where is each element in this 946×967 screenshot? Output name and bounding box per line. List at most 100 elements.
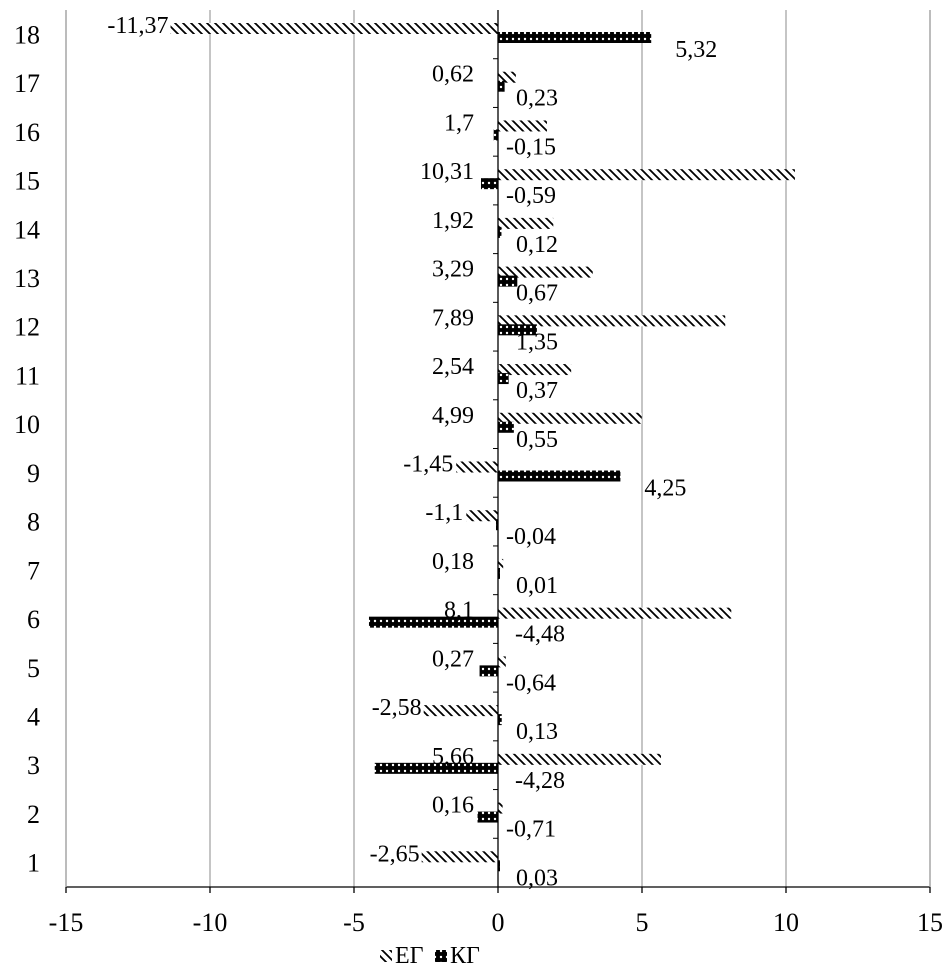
bar-eg bbox=[170, 23, 498, 34]
bar-kg bbox=[498, 470, 621, 482]
bar-kg bbox=[498, 373, 509, 385]
data-label-eg: 1,92 bbox=[432, 208, 474, 234]
bar-kg bbox=[374, 762, 498, 774]
bar-eg bbox=[498, 71, 516, 83]
data-label-kg: 0,67 bbox=[516, 281, 558, 307]
bar-kg bbox=[368, 616, 498, 628]
data-label-kg: 0,23 bbox=[516, 86, 558, 112]
data-label-eg: 7,89 bbox=[432, 305, 474, 331]
data-label-eg: -1,45 bbox=[403, 452, 453, 478]
y-tick-label: 4 bbox=[27, 702, 40, 731]
data-label-kg: -0,64 bbox=[506, 670, 556, 696]
bar-kg bbox=[498, 275, 518, 287]
data-label-eg: 4,99 bbox=[432, 403, 474, 429]
y-tick-label: 16 bbox=[14, 118, 40, 147]
data-label-kg: 0,37 bbox=[516, 378, 558, 404]
x-tick-label: -5 bbox=[343, 908, 365, 937]
y-tick-label: 12 bbox=[14, 313, 40, 342]
x-tick-label: 0 bbox=[492, 908, 505, 937]
data-label-eg: 0,16 bbox=[432, 793, 474, 819]
y-tick-label: 18 bbox=[14, 20, 40, 49]
data-label-kg: 0,13 bbox=[516, 719, 558, 745]
y-tick-label: 8 bbox=[27, 508, 40, 537]
x-tick-label: -15 bbox=[49, 908, 84, 937]
data-label-kg: -0,71 bbox=[506, 817, 556, 843]
y-tick-label: 17 bbox=[14, 69, 40, 98]
bar-eg bbox=[498, 753, 662, 765]
bar-eg bbox=[498, 315, 726, 327]
data-labels: -2,65 0,16 5,66 -2,58 0,27 8,1 0,18 -1,1 -1,45 4,… bbox=[107, 13, 717, 891]
bar-kg bbox=[481, 178, 498, 190]
y-tick-label: 13 bbox=[14, 264, 40, 293]
bar-eg bbox=[498, 802, 503, 814]
axes: -15 -10 -5 0 5 10 1512345678910111213141516171… bbox=[14, 10, 943, 937]
data-label-eg: 2,54 bbox=[432, 354, 474, 380]
bar-eg bbox=[423, 705, 498, 717]
data-label-eg: 0,18 bbox=[432, 549, 474, 575]
bar-eg bbox=[498, 412, 642, 424]
bar-eg bbox=[421, 851, 498, 863]
data-label-eg: -2,58 bbox=[372, 695, 422, 721]
bar-kg bbox=[498, 324, 537, 336]
legend-swatch-eg bbox=[380, 950, 392, 962]
data-label-kg: 1,35 bbox=[516, 329, 558, 355]
y-tick-label: 2 bbox=[27, 800, 40, 829]
bar-eg bbox=[498, 266, 593, 278]
data-label-kg: -0,04 bbox=[506, 524, 556, 550]
bar-eg bbox=[456, 461, 498, 473]
data-label-kg: -0,15 bbox=[506, 134, 556, 160]
data-label-eg: 3,29 bbox=[432, 257, 474, 283]
bar-kg bbox=[479, 665, 498, 677]
data-label-kg: 5,32 bbox=[675, 37, 717, 63]
data-label-kg: -4,28 bbox=[515, 768, 565, 794]
bar-kg bbox=[493, 129, 498, 141]
bar-kg bbox=[496, 519, 498, 531]
bar-eg bbox=[498, 607, 732, 619]
bar-eg bbox=[498, 656, 506, 668]
data-label-kg: -4,48 bbox=[515, 622, 565, 648]
x-tick-label: 10 bbox=[773, 908, 799, 937]
data-label-eg: 1,7 bbox=[444, 110, 474, 136]
legend-label-eg: ЕГ bbox=[395, 943, 424, 967]
y-tick-label: 7 bbox=[27, 556, 40, 585]
bar-eg bbox=[498, 120, 547, 132]
legend: ЕГ КГ bbox=[380, 943, 480, 967]
y-tick-label: 10 bbox=[14, 410, 40, 439]
bar-kg bbox=[498, 421, 514, 433]
bar-kg bbox=[498, 860, 500, 872]
legend-label-kg: КГ bbox=[450, 943, 480, 967]
legend-swatch-kg bbox=[435, 950, 447, 962]
bar-kg bbox=[498, 80, 505, 92]
y-tick-label: 3 bbox=[27, 751, 40, 780]
y-tick-label: 5 bbox=[27, 654, 40, 683]
y-tick-label: 11 bbox=[15, 361, 40, 390]
bar-kg bbox=[498, 714, 502, 726]
data-label-eg: -2,65 bbox=[370, 841, 420, 867]
x-tick-label: 5 bbox=[636, 908, 649, 937]
bars bbox=[170, 23, 795, 872]
bar-eg bbox=[498, 217, 554, 229]
y-tick-label: 9 bbox=[27, 459, 40, 488]
data-label-eg: -11,37 bbox=[107, 13, 168, 39]
data-label-kg: 0,12 bbox=[516, 232, 558, 258]
x-tick-label: 15 bbox=[917, 908, 943, 937]
data-label-eg: 10,31 bbox=[420, 159, 474, 185]
data-label-eg: 5,66 bbox=[432, 744, 474, 770]
data-label-kg: 0,01 bbox=[516, 573, 558, 599]
bar-kg bbox=[498, 32, 652, 43]
bar-eg bbox=[498, 169, 795, 181]
bar-eg bbox=[498, 558, 504, 570]
data-label-kg: -0,59 bbox=[506, 183, 556, 209]
data-label-eg: -1,1 bbox=[425, 500, 463, 526]
data-label-eg: 8,1 bbox=[444, 598, 474, 624]
y-tick-label: 6 bbox=[27, 605, 40, 634]
bar-eg bbox=[466, 510, 498, 522]
x-tick-label: -10 bbox=[193, 908, 228, 937]
bar-kg bbox=[498, 226, 502, 238]
y-tick-label: 14 bbox=[14, 215, 40, 244]
bar-eg bbox=[498, 364, 572, 376]
bar-kg bbox=[498, 567, 500, 579]
y-tick-label: 15 bbox=[14, 167, 40, 196]
